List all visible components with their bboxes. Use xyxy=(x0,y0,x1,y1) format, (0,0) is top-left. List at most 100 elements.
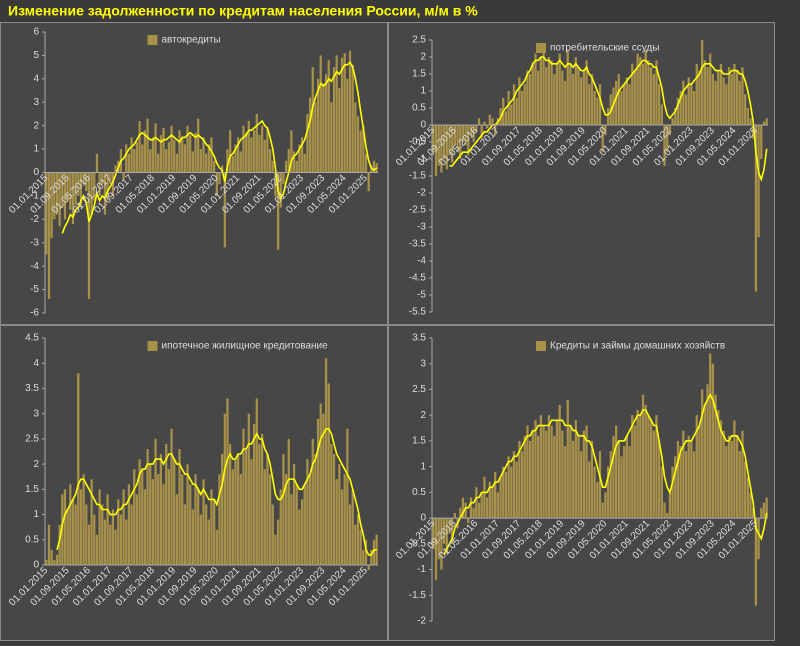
bar xyxy=(738,451,741,519)
bar xyxy=(539,57,542,125)
bar xyxy=(340,57,344,173)
bar xyxy=(154,438,157,565)
bar xyxy=(146,118,149,173)
bar xyxy=(202,479,205,565)
bar xyxy=(63,172,67,220)
bar xyxy=(725,446,728,519)
bar xyxy=(534,420,537,519)
bar xyxy=(199,149,202,173)
y-tick-label: 3 xyxy=(33,408,39,419)
bar xyxy=(518,77,521,125)
bar xyxy=(555,420,559,519)
bar xyxy=(730,74,733,125)
bar xyxy=(725,84,728,125)
y-tick-label: 6 xyxy=(33,27,39,38)
bar xyxy=(77,373,80,565)
line xyxy=(449,56,768,182)
y-tick-label: -1 xyxy=(417,564,426,575)
bar xyxy=(348,504,352,565)
y-tick-label: 0 xyxy=(420,120,426,131)
bar xyxy=(308,97,312,173)
bar xyxy=(762,121,766,125)
bar xyxy=(370,165,373,173)
bar xyxy=(85,504,88,565)
bar xyxy=(614,425,618,519)
bar xyxy=(143,489,147,565)
bar xyxy=(338,464,341,565)
bar xyxy=(98,172,101,196)
bar xyxy=(300,137,304,173)
bar xyxy=(542,50,545,126)
bar xyxy=(359,529,362,565)
bar xyxy=(666,125,669,153)
bar xyxy=(316,418,320,565)
bar xyxy=(319,55,322,173)
y-tick-label: 2.5 xyxy=(25,434,39,445)
bar xyxy=(231,469,234,565)
bar xyxy=(130,137,133,173)
bar xyxy=(588,84,591,125)
bar xyxy=(45,172,48,255)
bar xyxy=(186,125,189,173)
bar xyxy=(66,509,69,565)
bar xyxy=(577,435,580,519)
bar xyxy=(181,137,184,173)
bar xyxy=(194,132,197,173)
bar xyxy=(746,108,749,125)
bar xyxy=(117,499,120,565)
legend-swatch xyxy=(536,341,546,351)
bar xyxy=(523,84,526,125)
bar xyxy=(658,84,661,125)
bar xyxy=(303,484,306,565)
bar xyxy=(617,440,620,519)
bar xyxy=(714,394,717,519)
bar xyxy=(159,454,163,565)
bar xyxy=(510,104,513,125)
bar xyxy=(749,492,752,519)
bar xyxy=(754,518,758,606)
bar xyxy=(674,456,677,519)
y-tick-label: 3.5 xyxy=(412,333,426,344)
y-tick-label: -5 xyxy=(30,284,39,295)
bar xyxy=(641,394,645,519)
bar xyxy=(625,435,629,519)
bar xyxy=(711,363,715,519)
bar xyxy=(746,476,749,519)
bar xyxy=(472,125,475,142)
bar xyxy=(620,91,623,125)
bar xyxy=(520,91,524,125)
bar xyxy=(167,142,170,173)
bar xyxy=(351,489,354,565)
bar xyxy=(733,63,736,125)
bar xyxy=(485,125,489,129)
y-tick-label: 0.5 xyxy=(412,487,426,498)
bar xyxy=(354,102,357,173)
y-tick-label: 3.5 xyxy=(25,383,39,394)
legend-label: Кредиты и займы домашних хозяйств xyxy=(550,341,725,352)
bar xyxy=(151,479,155,565)
bar xyxy=(717,410,720,519)
bar xyxy=(247,120,250,173)
bar xyxy=(335,479,338,565)
bar xyxy=(343,474,346,565)
y-tick-label: 2 xyxy=(420,410,426,421)
bar xyxy=(561,430,564,519)
bar xyxy=(149,464,152,565)
y-tick-label: 2 xyxy=(33,120,39,131)
bar xyxy=(157,153,160,173)
bar xyxy=(90,172,93,215)
bar xyxy=(322,413,325,565)
bar xyxy=(143,130,147,173)
bar xyxy=(469,497,473,519)
bar xyxy=(234,144,237,173)
line xyxy=(56,428,377,556)
bar xyxy=(682,430,685,519)
y-tick-label: 1.5 xyxy=(412,69,426,80)
bar xyxy=(47,524,51,565)
bar xyxy=(55,172,59,215)
bar xyxy=(151,137,155,173)
bar xyxy=(141,469,144,565)
bar xyxy=(668,125,672,136)
bar xyxy=(698,425,701,519)
bar xyxy=(601,125,604,153)
